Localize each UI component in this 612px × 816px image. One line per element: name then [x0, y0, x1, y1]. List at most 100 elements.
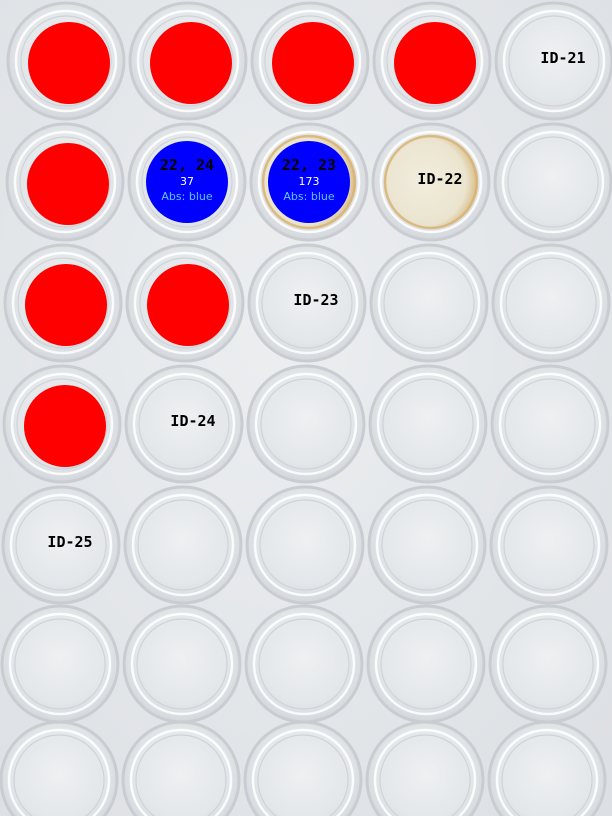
well-inner-edge	[386, 15, 478, 107]
red-marker	[28, 22, 110, 104]
well-inner-highlight	[14, 9, 118, 113]
well-inner-edge	[16, 378, 108, 470]
well-inner-highlight	[252, 612, 356, 716]
well	[247, 243, 367, 363]
well-inner-edge	[504, 378, 596, 470]
well-rim	[122, 604, 242, 724]
well	[367, 485, 487, 605]
well-rim	[490, 364, 610, 484]
well-inner-highlight	[11, 251, 115, 355]
well-inner-edge	[505, 257, 597, 349]
well-inner-edge	[136, 618, 228, 710]
well	[122, 604, 242, 724]
well-rim	[245, 485, 365, 605]
well-inner-edge	[264, 15, 356, 107]
well-inner-highlight	[374, 612, 478, 716]
well-inner-highlight	[498, 372, 602, 476]
red-marker	[24, 385, 106, 467]
well-rim	[243, 720, 363, 816]
well	[489, 485, 609, 605]
well-inner-highlight	[380, 9, 484, 113]
well-inner-edge	[19, 136, 111, 228]
well-inner-highlight	[255, 251, 359, 355]
well-inner-highlight	[375, 493, 479, 597]
well-inner-edge	[501, 734, 593, 816]
well-rim	[366, 604, 486, 724]
well	[493, 122, 612, 242]
well-inner-edge	[139, 257, 231, 349]
well-inner-highlight	[502, 9, 606, 113]
well-inner-highlight	[9, 493, 113, 597]
well-rim	[367, 485, 487, 605]
well-inner-highlight	[130, 612, 234, 716]
red-marker	[394, 22, 476, 104]
blue-hit-marker	[146, 141, 228, 223]
well-inner-highlight	[135, 130, 239, 234]
well-rim	[491, 243, 611, 363]
well	[365, 720, 485, 816]
well-rim	[488, 604, 608, 724]
well-inner-edge	[507, 136, 599, 228]
well-rim	[246, 364, 366, 484]
well-inner-highlight	[254, 372, 358, 476]
well	[123, 485, 243, 605]
well-rim	[244, 604, 364, 724]
markers-layer	[24, 22, 476, 467]
well-rim	[368, 364, 488, 484]
well-rim	[493, 122, 612, 242]
well-inner-highlight	[376, 372, 480, 476]
blue-hit-marker	[268, 141, 350, 223]
well-inner-edge	[260, 378, 352, 470]
well-inner-highlight	[10, 372, 114, 476]
well-inner-edge	[381, 499, 473, 591]
well-inner-edge	[20, 15, 112, 107]
stain-ring	[261, 134, 357, 230]
well-inner-highlight	[136, 9, 240, 113]
well-inner-edge	[141, 136, 233, 228]
well-inner-edge	[503, 499, 595, 591]
well-inner-edge	[258, 618, 350, 710]
well-inner-edge	[383, 257, 475, 349]
well	[246, 364, 366, 484]
well-inner-edge	[380, 618, 472, 710]
well-inner-edge	[508, 15, 600, 107]
well-inner-highlight	[8, 612, 112, 716]
well-inner-highlight	[495, 728, 599, 816]
well-inner-highlight	[133, 251, 237, 355]
well-rim	[369, 243, 489, 363]
well-inner-edge	[502, 618, 594, 710]
red-marker	[25, 264, 107, 346]
well-rim	[487, 720, 607, 816]
well-inner-edge	[135, 734, 227, 816]
well-inner-highlight	[497, 493, 601, 597]
well-inner-edge	[142, 15, 234, 107]
well	[494, 1, 612, 121]
well-inner-highlight	[257, 130, 361, 234]
well	[243, 720, 363, 816]
well	[487, 720, 607, 816]
well-inner-edge	[137, 499, 229, 591]
red-marker	[272, 22, 354, 104]
well-inner-edge	[379, 734, 471, 816]
well	[121, 720, 241, 816]
well-inner-edge	[261, 257, 353, 349]
well-inner-edge	[259, 499, 351, 591]
stained-well	[385, 136, 477, 228]
well	[490, 364, 610, 484]
well-inner-highlight	[501, 130, 605, 234]
well-inner-highlight	[132, 372, 236, 476]
well-inner-edge	[15, 499, 107, 591]
well-rim	[121, 720, 241, 816]
well	[369, 243, 489, 363]
well	[368, 364, 488, 484]
well	[491, 243, 611, 363]
well	[366, 604, 486, 724]
red-marker	[27, 143, 109, 225]
well-inner-highlight	[253, 493, 357, 597]
well-inner-highlight	[373, 728, 477, 816]
well-rim	[247, 243, 367, 363]
well-inner-highlight	[7, 728, 111, 816]
well-inner-highlight	[379, 130, 483, 234]
